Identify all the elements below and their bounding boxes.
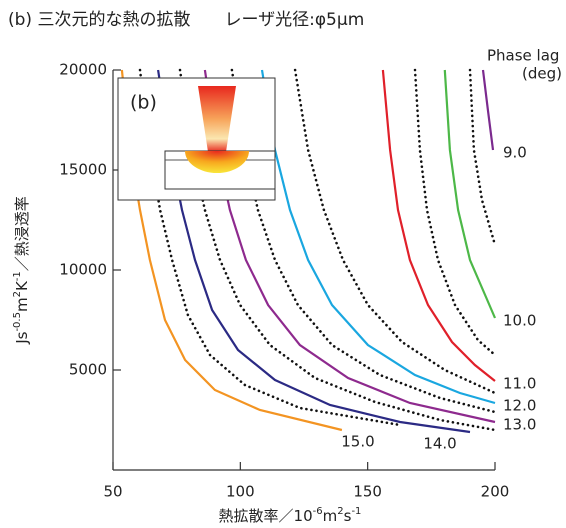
series-label: 14.0	[423, 435, 456, 453]
dotted-line	[293, 68, 497, 395]
label-part: 熱拡散率／10	[219, 507, 313, 525]
dotted-line	[413, 68, 497, 357]
y-tick-label: 5000	[69, 361, 107, 379]
x-label: 熱拡散率／10-6m2s-1	[219, 506, 362, 525]
label-part: m	[13, 297, 31, 312]
inset-beam	[198, 86, 236, 152]
y-label: Js-0.5m2K-1／熱浸透率	[12, 196, 31, 345]
x-tick-label: 100	[226, 483, 255, 501]
inset-frame	[117, 77, 276, 201]
label-part: m	[323, 507, 338, 525]
y-tick-label: 10000	[59, 261, 107, 279]
series-label: 15.0	[341, 433, 374, 451]
series-label: 10.0	[503, 312, 536, 330]
inset-label: (b)	[130, 92, 157, 114]
chart-title: (b) 三次元的な熱の拡散 レーザ光径:φ5μm	[8, 10, 364, 30]
series-line	[381, 69, 496, 382]
series-label: 13.0	[503, 416, 536, 434]
x-tick-label: 50	[103, 483, 122, 501]
series-label: 11.0	[503, 375, 536, 393]
x-tick-label: 150	[353, 483, 382, 501]
y-tick-label: 15000	[59, 161, 107, 179]
legend-title: (deg)	[522, 65, 562, 83]
series-label: 12.0	[503, 397, 536, 415]
label-part: -1	[12, 271, 23, 281]
label-part: -1	[351, 506, 361, 517]
dotted-line	[468, 68, 497, 247]
label-part: -0.5	[12, 312, 23, 332]
series-line	[481, 69, 495, 151]
label-part: -6	[313, 506, 323, 517]
series-label: 9.0	[503, 144, 527, 162]
inset-spot	[185, 151, 249, 173]
y-tick-label: 20000	[59, 61, 107, 79]
label-part: ／熱浸透率	[13, 196, 31, 271]
inset: (b)	[117, 77, 276, 201]
legend-title: Phase lag	[487, 47, 559, 65]
label-part: 2	[337, 506, 343, 517]
series-line	[260, 69, 496, 405]
x-tick-label: 200	[481, 483, 510, 501]
label-part: K	[13, 280, 31, 291]
label-part: 2	[12, 291, 23, 297]
series-line	[443, 69, 497, 319]
label-part: s	[344, 507, 352, 525]
label-part: Js	[13, 331, 31, 344]
